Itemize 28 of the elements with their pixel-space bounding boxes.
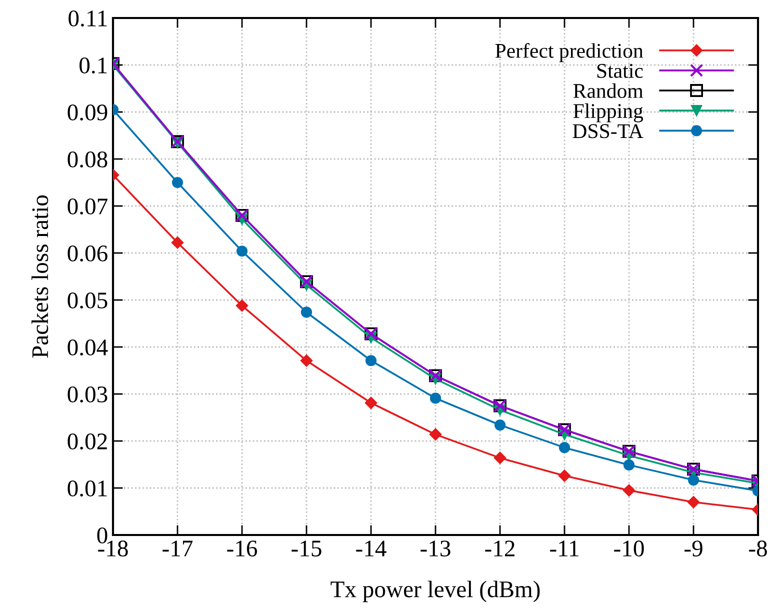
x-tick-label: -8 — [749, 540, 767, 556]
x-tick-label: -15 — [292, 540, 322, 556]
y-tick-label: 0.03 — [68, 386, 108, 403]
x-tick-label: -16 — [227, 540, 258, 556]
y-tick-label: 0.09 — [68, 104, 108, 121]
x-tick-label: -11 — [550, 540, 578, 556]
y-tick-label: 0.08 — [68, 151, 108, 168]
y-axis-title: Packets loss ratio — [32, 195, 48, 358]
y-tick-label: 0.05 — [68, 292, 108, 309]
y-tick-label: 0.07 — [68, 198, 108, 215]
y-tick-label: 0.11 — [68, 10, 107, 27]
x-tick-label: -10 — [614, 540, 644, 556]
legend-label: Random — [573, 83, 644, 98]
y-tick-label: 0.04 — [68, 339, 108, 356]
x-axis-title: Tx power level (dBm) — [330, 580, 540, 602]
x-tick-label: -13 — [420, 540, 450, 556]
y-tick-label: 0.06 — [68, 245, 108, 262]
x-tick-label: -17 — [162, 540, 193, 556]
x-tick-label: -9 — [684, 540, 702, 556]
x-tick-label: -14 — [356, 540, 386, 556]
legend-label: DSS-TA — [572, 124, 644, 138]
legend-label: Perfect prediction — [495, 43, 644, 62]
x-tick-label: -12 — [485, 540, 514, 556]
y-tick-label: 0.1 — [80, 57, 107, 74]
y-tick-label: 0.02 — [68, 433, 107, 450]
legend-label: Static — [597, 64, 643, 78]
legend-label: Flipping — [573, 103, 644, 122]
y-tick-label: 0.01 — [68, 480, 107, 497]
